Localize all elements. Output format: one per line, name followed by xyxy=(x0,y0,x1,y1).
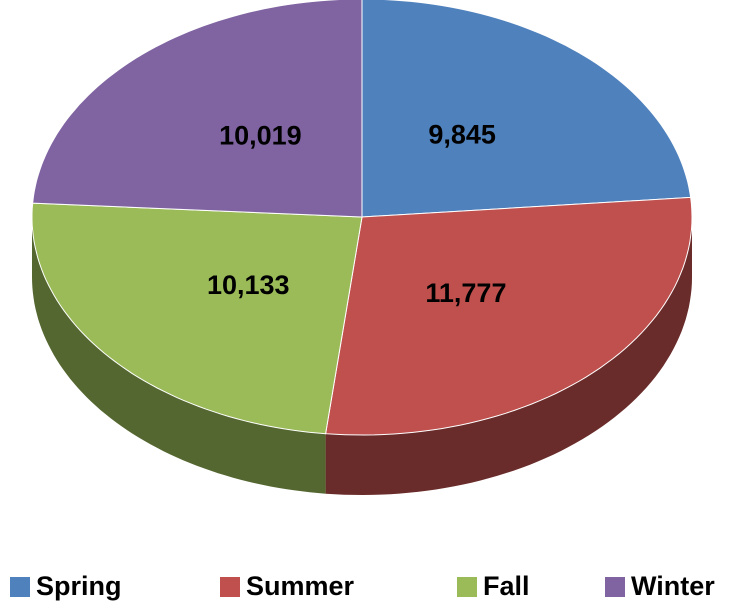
legend-label: Summer xyxy=(246,571,355,601)
slice xyxy=(31,202,363,435)
legend-swatch xyxy=(457,577,477,597)
legend-swatch xyxy=(10,577,30,597)
value-label: 11,777 xyxy=(425,278,506,308)
value-label: 9,845 xyxy=(428,120,496,150)
value-label: 10,133 xyxy=(207,270,290,300)
value-label: 10,019 xyxy=(219,121,302,151)
legend-label: Spring xyxy=(36,571,122,601)
legend-label: Fall xyxy=(483,571,530,601)
legend-swatch xyxy=(220,577,240,597)
legend-item: Spring xyxy=(10,571,122,601)
slice-side xyxy=(32,217,326,494)
slice xyxy=(361,0,692,218)
legend-item: Summer xyxy=(220,571,355,601)
legend-label: Winter xyxy=(631,571,715,601)
slice xyxy=(325,196,693,436)
legend-swatch xyxy=(605,577,625,597)
slice-side xyxy=(325,217,692,495)
legend-item: Winter xyxy=(605,571,715,601)
slice xyxy=(32,0,363,218)
legend-item: Fall xyxy=(457,571,530,601)
